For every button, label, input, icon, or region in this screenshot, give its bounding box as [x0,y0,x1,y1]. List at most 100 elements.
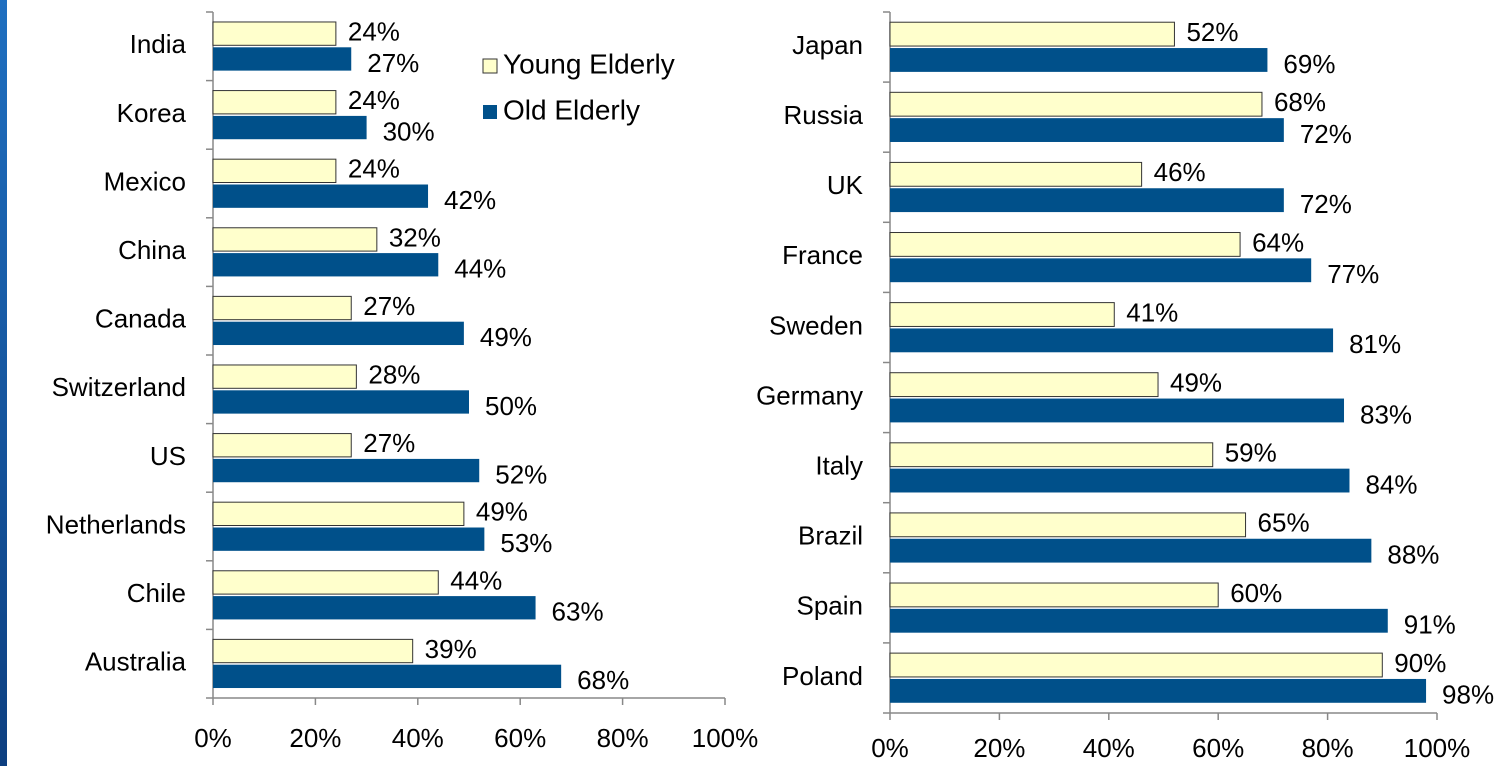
bar [213,321,464,346]
bar [213,184,429,208]
data-label: 84% [1365,469,1417,499]
bar [213,458,480,483]
bar [212,570,439,595]
data-label: 59% [1225,438,1277,468]
data-label: 49% [476,497,528,527]
y-tick-label: US [150,441,186,471]
bar [890,468,1350,493]
x-tick-label: 80% [597,723,649,753]
data-label: 68% [577,665,629,695]
y-tick-label: Poland [782,661,863,691]
data-label: 69% [1283,49,1335,79]
data-label: 39% [425,634,477,664]
data-label: 49% [480,322,532,352]
bar [212,364,357,389]
data-label: 52% [495,459,547,489]
data-label: 30% [383,116,435,146]
data-label: 41% [1126,297,1178,327]
x-tick-label: 60% [494,723,546,753]
legend-label: Old Elderly [503,94,640,125]
data-label: 68% [1274,87,1326,117]
bar [889,21,1175,47]
y-tick-label: Korea [117,98,187,128]
bar [213,527,485,551]
data-label: 91% [1404,610,1456,640]
bar [890,678,1427,703]
bar [213,390,469,414]
y-tick-label: Germany [756,380,863,410]
data-label: 27% [363,291,415,321]
data-label: 44% [450,565,502,595]
bar [889,91,1263,117]
data-label: 50% [485,391,537,421]
data-label: 27% [363,428,415,458]
data-label: 49% [1170,368,1222,398]
data-label: 88% [1387,540,1439,570]
x-tick-label: 100% [1404,733,1471,763]
bar [890,118,1284,142]
bar [212,90,337,115]
data-label: 27% [367,48,419,78]
data-label: 63% [552,597,604,627]
data-label: 24% [348,154,400,184]
data-label: 44% [454,254,506,284]
bar [890,328,1334,353]
x-tick-label: 80% [1302,733,1354,763]
x-tick-label: 40% [392,723,444,753]
x-tick-label: 0% [871,733,909,763]
bar [213,253,439,277]
data-label: 53% [500,528,552,558]
x-tick-label: 40% [1083,733,1135,763]
y-tick-label: India [130,29,187,59]
data-label: 90% [1394,648,1446,678]
data-label: 24% [348,85,400,115]
x-tick-label: 60% [1192,733,1244,763]
data-label: 98% [1442,680,1494,710]
bar [889,582,1219,608]
x-tick-label: 100% [692,723,759,753]
bar [890,258,1312,283]
legend-label: Young Elderly [503,48,675,79]
bar [889,372,1159,398]
bar [212,21,337,46]
data-label: 28% [368,360,420,390]
bar [889,302,1115,327]
bar [890,608,1388,633]
bar [212,501,465,526]
bar [213,47,352,71]
bar [212,638,414,664]
x-tick-label: 0% [194,723,232,753]
y-tick-label: Switzerland [52,372,186,402]
legend-swatch [483,105,497,119]
y-tick-label: China [118,235,186,265]
y-tick-label: Canada [95,304,187,334]
bar [890,398,1345,423]
data-label: 60% [1230,578,1282,608]
y-tick-label: Australia [85,647,187,677]
bar [213,596,536,620]
bar [889,652,1383,678]
x-tick-label: 20% [973,733,1025,763]
bar [212,158,337,183]
bar [212,433,352,458]
bar [890,538,1372,563]
side-strip [0,0,7,766]
data-label: 52% [1186,17,1238,47]
data-label: 77% [1327,259,1379,289]
y-tick-label: France [782,240,863,270]
data-label: 81% [1349,329,1401,359]
bar [212,295,352,321]
legend-swatch [482,58,498,74]
x-tick-label: 20% [289,723,341,753]
bar [889,161,1143,187]
data-label: 72% [1300,189,1352,219]
data-label: 65% [1258,508,1310,538]
data-label: 64% [1252,227,1304,257]
bar [890,188,1284,213]
y-tick-label: Netherlands [46,509,186,539]
y-tick-label: Mexico [104,166,186,196]
y-tick-label: Spain [797,591,864,621]
bar [890,48,1268,72]
data-label: 83% [1360,399,1412,429]
